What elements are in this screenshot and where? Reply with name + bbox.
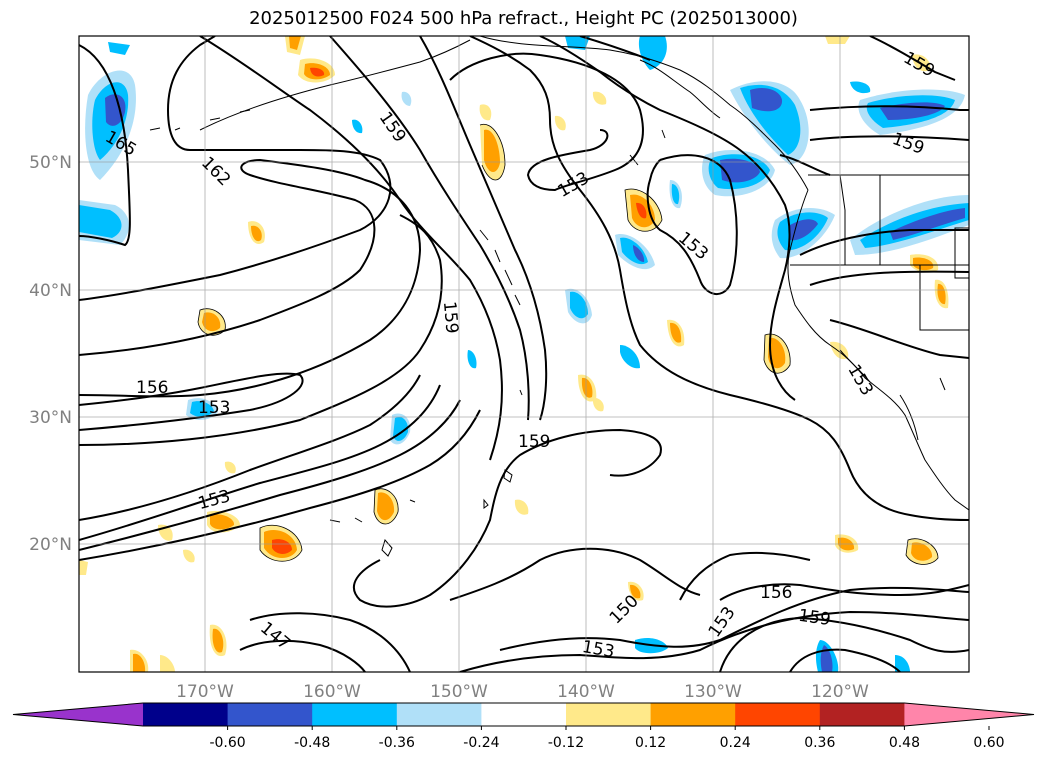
height-contours [79, 36, 969, 672]
contour-label: 159 [518, 432, 550, 452]
colorbar-extend-high [904, 703, 1034, 726]
longitude-labels: 170°W 160°W 150°W 140°W 130°W 120°W [176, 682, 869, 702]
contour-label: 156 [136, 378, 168, 398]
refractivity-anomaly-shading [79, 36, 969, 672]
lat-label-40n: 40°N [29, 281, 72, 301]
colorbar-tick-label: 0.36 [804, 735, 835, 751]
colorbar-tick-label: 0.48 [889, 735, 920, 751]
map-title: 2025012500 F024 500 hPa refract., Height… [249, 8, 798, 29]
contour-label: 159 [797, 606, 832, 630]
colorbar-segment [312, 703, 398, 726]
lat-lon-grid [79, 36, 969, 672]
contour-label: 153 [198, 398, 230, 418]
anomaly-outlines [197, 123, 939, 565]
lon-label-130w: 130°W [684, 682, 742, 702]
colorbar-outline [12, 702, 1035, 727]
lat-label-50n: 50°N [29, 153, 72, 173]
lon-label-140w: 140°W [557, 682, 615, 702]
colorbar: -0.60 -0.48 -0.36 -0.24 -0.12 0.12 0.24 0.36 0.4… [12, 702, 1035, 751]
latitude-labels: 50°N 40°N 30°N 20°N [29, 153, 72, 555]
lat-label-20n: 20°N [29, 535, 72, 555]
colorbar-segment [735, 703, 821, 726]
colorbar-tick-label: 0.60 [973, 735, 1004, 751]
colorbar-tick-label: -0.60 [209, 735, 245, 751]
colorbar-segment [396, 703, 482, 726]
colorbar-segment [819, 703, 905, 726]
contour-label: 159 [439, 300, 462, 334]
colorbar-tick-label: -0.24 [463, 735, 499, 751]
colorbar-tick-label: 0.24 [720, 735, 751, 751]
colorbar-segment [566, 703, 652, 726]
colorbar-tick-label: -0.12 [548, 735, 584, 751]
colorbar-segment [143, 703, 229, 726]
lon-label-170w: 170°W [176, 682, 234, 702]
colorbar-segment [650, 703, 736, 726]
contour-label: 156 [760, 583, 792, 603]
lon-label-120w: 120°W [811, 682, 869, 702]
colorbar-extend-low [13, 703, 143, 726]
map-frame [78, 35, 970, 673]
colorbar-tick-label: 0.12 [635, 735, 666, 751]
colorbar-tick-label: -0.36 [379, 735, 415, 751]
lon-label-150w: 150°W [430, 682, 488, 702]
map-area [79, 36, 969, 672]
colorbar-segment [227, 703, 313, 726]
lon-label-160w: 160°W [303, 682, 361, 702]
colorbar-segment [481, 703, 567, 726]
colorbar-tick-label: -0.48 [294, 735, 330, 751]
lat-label-30n: 30°N [29, 408, 72, 428]
